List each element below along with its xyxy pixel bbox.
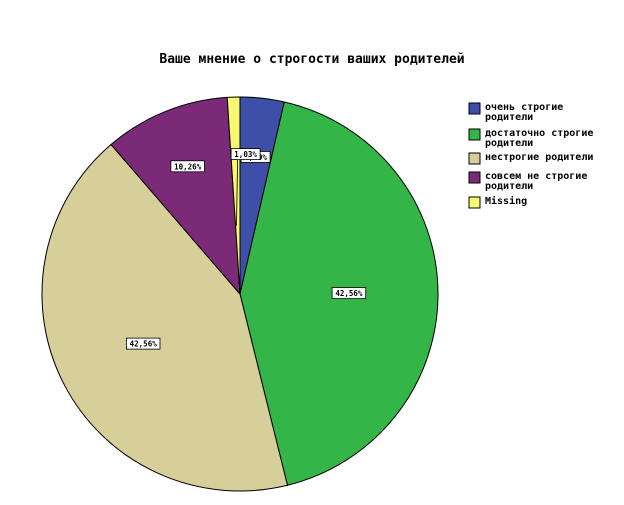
- data-label-4: 1,03%: [234, 150, 257, 159]
- data-labels: 3,59%42,56%42,56%10,26%1,03%: [125, 148, 367, 350]
- legend-label-4: Missing: [485, 195, 527, 207]
- legend-swatch-0: [468, 102, 481, 115]
- data-label-2: 42,56%: [130, 340, 158, 349]
- legend-label-3: совсем не строгие родители: [485, 171, 587, 192]
- data-label-1: 42,56%: [335, 289, 363, 298]
- data-label-box-2: [125, 337, 161, 350]
- legend-swatch-2: [468, 152, 481, 165]
- legend-label-0: очень строгие родители: [485, 102, 563, 123]
- data-label-box-3: [170, 160, 205, 173]
- legend-swatch-3: [468, 171, 481, 184]
- legend: очень строгие родители достаточно строгие р…: [468, 102, 593, 209]
- data-label-box-1: [331, 287, 367, 300]
- legend-swatch-4: [468, 196, 481, 209]
- legend-swatch-1: [468, 128, 481, 141]
- legend-label-2: нестрогие родители: [485, 152, 593, 163]
- pie-slice-3: [110, 96, 241, 296]
- data-label-box-4: [230, 148, 261, 161]
- data-label-leader-4: [236, 158, 238, 226]
- legend-label-1: достаточно строгие родители: [485, 128, 593, 149]
- chart-title: Ваше мнение о строгости ваших родителей: [159, 52, 464, 67]
- pie-slice-4: [226, 96, 241, 295]
- pie-slice-2: [41, 143, 289, 492]
- data-label-3: 10,26%: [174, 162, 202, 171]
